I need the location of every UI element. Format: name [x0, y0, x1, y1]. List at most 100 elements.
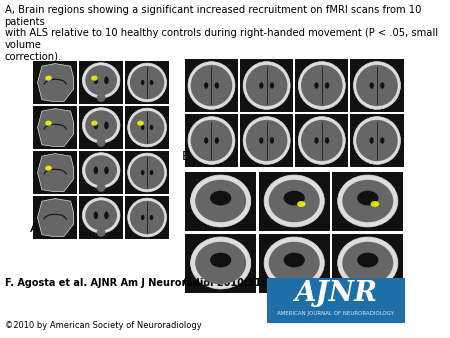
Ellipse shape [97, 228, 106, 237]
Ellipse shape [188, 62, 235, 110]
Ellipse shape [338, 175, 398, 227]
Ellipse shape [354, 62, 400, 110]
Ellipse shape [246, 65, 288, 106]
Ellipse shape [85, 110, 117, 140]
FancyBboxPatch shape [33, 196, 77, 239]
FancyBboxPatch shape [350, 59, 404, 112]
Ellipse shape [94, 76, 98, 84]
Ellipse shape [298, 62, 345, 110]
FancyBboxPatch shape [125, 61, 169, 104]
Ellipse shape [204, 82, 208, 89]
Ellipse shape [45, 121, 52, 126]
Ellipse shape [191, 65, 232, 106]
Ellipse shape [215, 82, 219, 89]
FancyBboxPatch shape [259, 171, 329, 231]
FancyBboxPatch shape [295, 114, 348, 167]
Ellipse shape [150, 215, 153, 220]
Ellipse shape [269, 180, 320, 222]
Ellipse shape [130, 111, 164, 144]
Ellipse shape [141, 170, 144, 175]
Ellipse shape [141, 125, 144, 130]
Ellipse shape [284, 253, 305, 267]
Ellipse shape [137, 121, 144, 126]
Ellipse shape [195, 242, 246, 284]
Ellipse shape [284, 191, 305, 206]
FancyBboxPatch shape [259, 234, 329, 292]
Ellipse shape [259, 137, 263, 144]
FancyBboxPatch shape [33, 61, 77, 104]
Ellipse shape [371, 201, 379, 207]
Polygon shape [37, 199, 74, 236]
Ellipse shape [150, 170, 153, 175]
Ellipse shape [354, 117, 400, 164]
Ellipse shape [104, 121, 108, 129]
FancyBboxPatch shape [350, 114, 404, 167]
Ellipse shape [380, 137, 384, 144]
Text: A: A [30, 222, 39, 235]
Text: B: B [182, 150, 191, 163]
Ellipse shape [243, 117, 290, 164]
Ellipse shape [270, 82, 274, 89]
FancyBboxPatch shape [33, 106, 77, 149]
Ellipse shape [82, 63, 120, 98]
Ellipse shape [97, 183, 106, 192]
Ellipse shape [264, 175, 324, 227]
FancyBboxPatch shape [240, 114, 293, 167]
Ellipse shape [338, 237, 398, 289]
Ellipse shape [269, 242, 320, 284]
Text: A, Brain regions showing a significant increased recruitment on fMRI scans from : A, Brain regions showing a significant i… [4, 5, 438, 62]
Ellipse shape [82, 108, 120, 143]
Ellipse shape [210, 253, 231, 267]
Polygon shape [37, 64, 74, 101]
Ellipse shape [357, 253, 378, 267]
FancyBboxPatch shape [125, 196, 169, 239]
Polygon shape [37, 108, 74, 146]
Ellipse shape [97, 93, 106, 102]
Ellipse shape [128, 153, 166, 192]
Ellipse shape [85, 65, 117, 95]
Text: F. Agosta et al. AJNR Am J Neuroradiol 2010;31:1769-1777: F. Agosta et al. AJNR Am J Neuroradiol 2… [4, 278, 323, 288]
Text: C: C [182, 276, 191, 289]
Ellipse shape [315, 82, 319, 89]
FancyBboxPatch shape [240, 59, 293, 112]
Ellipse shape [85, 155, 117, 186]
Ellipse shape [104, 76, 108, 84]
Ellipse shape [270, 137, 274, 144]
Ellipse shape [259, 82, 263, 89]
Ellipse shape [301, 120, 342, 161]
Ellipse shape [82, 153, 120, 188]
Polygon shape [37, 153, 74, 191]
Ellipse shape [342, 242, 393, 284]
Ellipse shape [357, 191, 378, 206]
FancyBboxPatch shape [185, 114, 238, 167]
FancyBboxPatch shape [295, 59, 348, 112]
Ellipse shape [356, 120, 398, 161]
Ellipse shape [104, 167, 108, 174]
Ellipse shape [188, 117, 235, 164]
Ellipse shape [264, 237, 324, 289]
FancyBboxPatch shape [79, 196, 123, 239]
Ellipse shape [301, 65, 342, 106]
Ellipse shape [45, 76, 52, 81]
Ellipse shape [130, 66, 164, 99]
FancyBboxPatch shape [125, 151, 169, 194]
Ellipse shape [297, 201, 306, 207]
FancyBboxPatch shape [79, 151, 123, 194]
Ellipse shape [85, 200, 117, 231]
FancyBboxPatch shape [267, 278, 405, 323]
Ellipse shape [298, 117, 345, 164]
Ellipse shape [342, 180, 393, 222]
Ellipse shape [215, 137, 219, 144]
Ellipse shape [369, 137, 374, 144]
Ellipse shape [191, 175, 251, 227]
Ellipse shape [97, 138, 106, 147]
Ellipse shape [45, 166, 52, 171]
Ellipse shape [82, 198, 120, 233]
FancyBboxPatch shape [185, 59, 238, 112]
Ellipse shape [141, 80, 144, 85]
FancyBboxPatch shape [79, 61, 123, 104]
Ellipse shape [128, 108, 166, 147]
Ellipse shape [104, 212, 108, 219]
Text: AJNR: AJNR [294, 280, 377, 307]
Ellipse shape [91, 76, 98, 81]
